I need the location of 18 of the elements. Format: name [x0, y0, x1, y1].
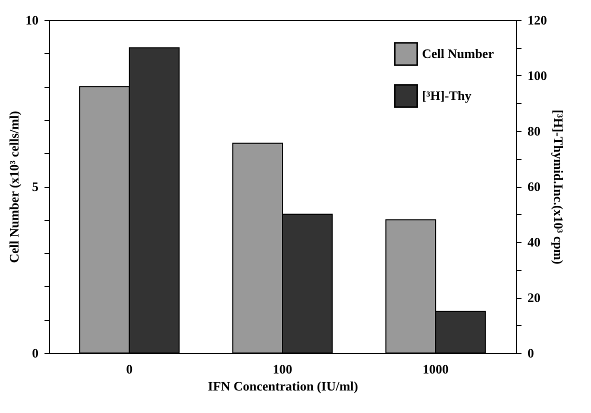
- y-tick-label: 10: [26, 12, 38, 28]
- x-axis-title: IFN Concentration (IU/ml): [208, 378, 358, 394]
- y2-tick-label: 120: [528, 12, 547, 28]
- x-tick-label: 0: [126, 362, 133, 376]
- y2-tick-label: 40: [528, 234, 540, 250]
- y2-tick-label: 60: [528, 179, 540, 194]
- y2-tick-label: 80: [528, 124, 540, 138]
- y-axis-title: Cell Number (x10³ cells/ml): [6, 110, 22, 264]
- legend-label: Cell Number: [422, 46, 494, 61]
- y2-axis-title: [³H]-Thymid.Inc.(x10³ cpm): [551, 110, 566, 264]
- y2-tick-label: 0: [528, 346, 534, 360]
- y2-tick-label: 20: [528, 290, 540, 305]
- x-tick-label: 100: [272, 362, 292, 376]
- y-tick-label: 5: [32, 179, 39, 194]
- x-tick-label: 1000: [422, 362, 449, 376]
- legend-label: [³H]-Thy: [422, 88, 472, 103]
- y2-tick-label: 100: [528, 68, 547, 83]
- y-tick-label: 0: [32, 346, 38, 360]
